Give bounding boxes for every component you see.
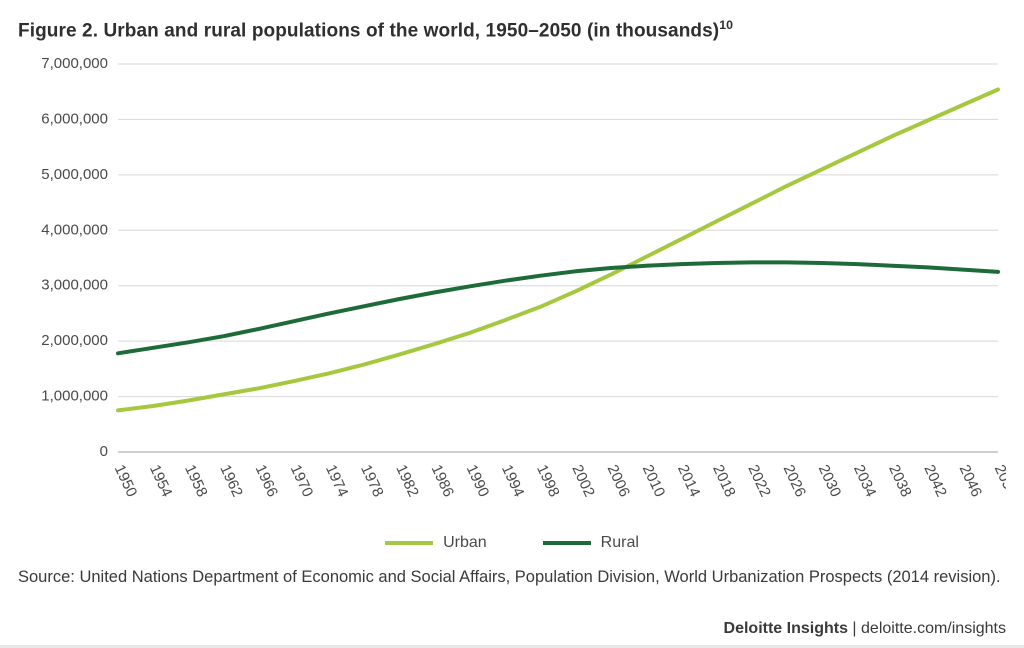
figure-title: Figure 2. Urban and rural populations of… <box>18 18 1006 42</box>
series-line-urban <box>118 90 998 411</box>
brand-attribution: Deloitte Insights | deloitte.com/insight… <box>724 620 1006 638</box>
x-axis-tick-label: 2006 <box>604 463 634 500</box>
y-axis-tick-label: 4,000,000 <box>41 222 108 239</box>
x-axis-tick-label: 1978 <box>357 463 387 500</box>
y-axis-tick-label: 5,000,000 <box>41 166 108 183</box>
legend-swatch <box>385 541 433 545</box>
y-axis-tick-label: 2,000,000 <box>41 332 108 349</box>
brand-name: Deloitte Insights <box>724 620 848 637</box>
title-prefix: Figure 2. <box>18 20 103 41</box>
x-axis-tick-label: 1962 <box>216 463 246 500</box>
title-footnote-ref: 10 <box>719 18 733 32</box>
line-chart-svg: 0 1,000,000 2,000,000 3,000,000 4,000,000 5,0… <box>18 50 1006 530</box>
x-axis-tick-label: 1970 <box>287 463 317 500</box>
x-axis-tick-label: 2026 <box>780 463 810 500</box>
x-axis-tick-label: 2018 <box>709 463 739 500</box>
x-axis-tick-label: 2002 <box>568 463 598 500</box>
x-axis-tick-label: 1974 <box>322 463 352 500</box>
legend-item: Rural <box>543 534 639 552</box>
x-axis-tick-label: 2030 <box>815 463 845 500</box>
chart-legend: Urban Rural <box>18 532 1006 552</box>
y-axis-tick-label: 3,000,000 <box>41 277 108 294</box>
brand-url: deloitte.com/insights <box>861 620 1006 637</box>
x-axis-tick-label: 1950 <box>111 463 141 500</box>
source-citation: Source: United Nations Department of Eco… <box>18 566 1006 588</box>
title-main: Urban and rural populations of the world… <box>103 20 719 41</box>
legend-swatch <box>543 541 591 545</box>
x-axis-tick-label: 1994 <box>498 463 528 500</box>
legend-label: Rural <box>601 534 639 552</box>
legend-item: Urban <box>385 534 487 552</box>
y-axis-tick-label: 7,000,000 <box>41 55 108 72</box>
x-axis-tick-label: 2014 <box>674 463 704 500</box>
x-axis-tick-label: 1998 <box>533 463 563 500</box>
y-axis-tick-label: 0 <box>100 443 108 460</box>
x-axis-tick-label: 2046 <box>956 463 986 500</box>
x-axis-tick-label: 2034 <box>850 463 880 500</box>
x-axis-tick-label: 1982 <box>392 463 422 500</box>
source-text: Source: United Nations Department of Eco… <box>18 568 1001 586</box>
x-axis-tick-label: 2042 <box>920 463 950 500</box>
x-axis-tick-label: 1990 <box>463 463 493 500</box>
x-axis-tick-label: 2022 <box>744 463 774 500</box>
chart-area: 0 1,000,000 2,000,000 3,000,000 4,000,000 5,0… <box>18 50 1006 530</box>
legend-label: Urban <box>443 534 487 552</box>
series-line-rural <box>118 263 998 354</box>
brand-separator: | <box>848 620 861 637</box>
y-axis-tick-label: 6,000,000 <box>41 111 108 128</box>
x-axis-tick-label: 1958 <box>181 463 211 500</box>
x-axis-tick-label: 1986 <box>428 463 458 500</box>
x-axis-tick-label: 1954 <box>146 463 176 500</box>
figure-container: Figure 2. Urban and rural populations of… <box>0 0 1024 648</box>
x-axis-tick-label: 2038 <box>885 463 915 500</box>
x-axis-tick-label: 1966 <box>252 463 282 500</box>
y-axis-tick-label: 1,000,000 <box>41 388 108 405</box>
x-axis-tick-label: 2050 <box>991 463 1006 500</box>
x-axis-tick-label: 2010 <box>639 463 669 500</box>
